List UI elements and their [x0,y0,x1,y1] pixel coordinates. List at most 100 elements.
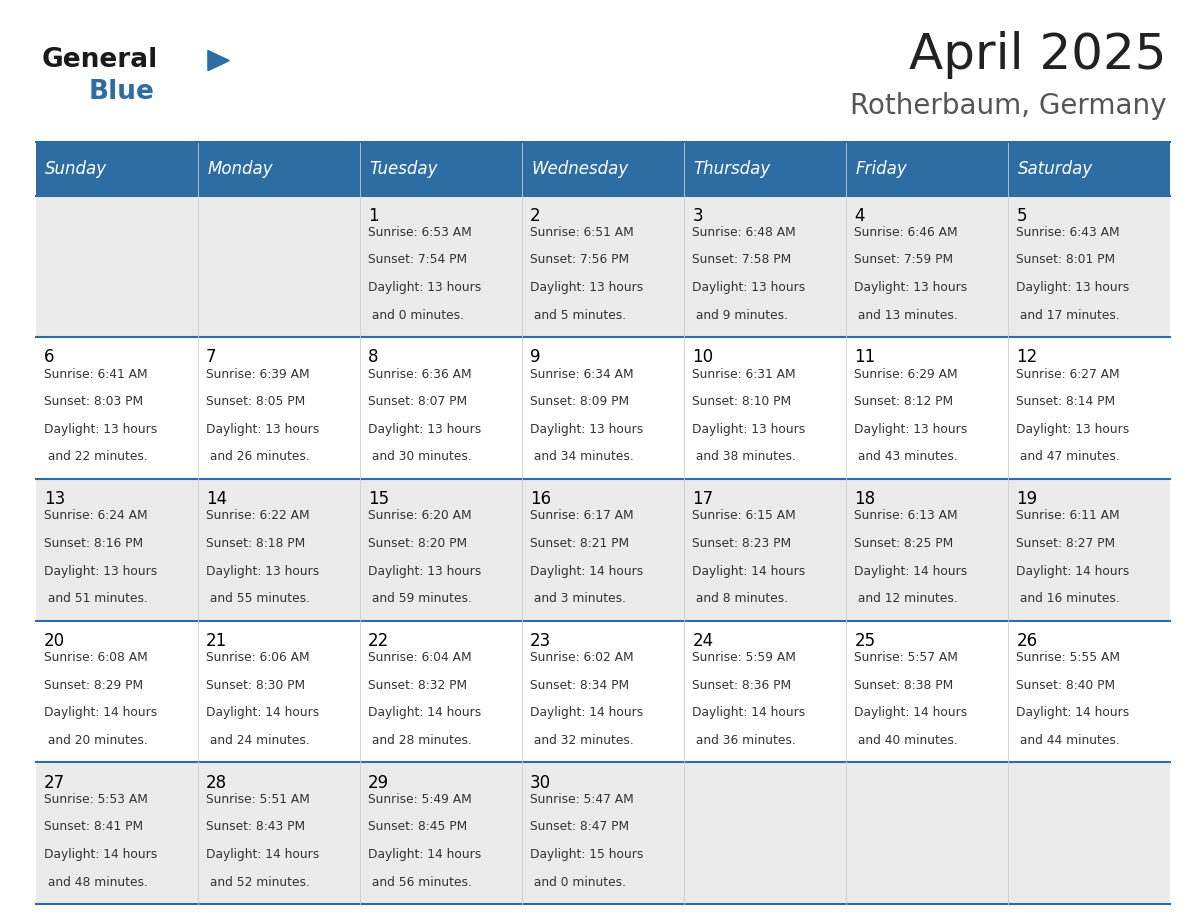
Text: Sunrise: 5:49 AM: Sunrise: 5:49 AM [368,793,472,806]
Text: Daylight: 13 hours: Daylight: 13 hours [1017,423,1130,436]
Text: General: General [42,47,158,73]
Text: Daylight: 14 hours: Daylight: 14 hours [44,706,157,720]
Text: Daylight: 14 hours: Daylight: 14 hours [368,706,481,720]
Text: and 47 minutes.: and 47 minutes. [1017,451,1120,464]
Text: 9: 9 [530,348,541,366]
Text: Monday: Monday [207,160,273,178]
Text: Daylight: 14 hours: Daylight: 14 hours [206,848,320,861]
Text: Thursday: Thursday [694,160,771,178]
Text: Sunrise: 6:41 AM: Sunrise: 6:41 AM [44,367,147,381]
Text: Sunrise: 6:51 AM: Sunrise: 6:51 AM [530,226,634,239]
Text: Sunday: Sunday [45,160,107,178]
Text: Sunset: 8:45 PM: Sunset: 8:45 PM [368,821,467,834]
Text: and 44 minutes.: and 44 minutes. [1017,734,1120,747]
Text: Sunset: 8:05 PM: Sunset: 8:05 PM [206,396,305,409]
Text: and 3 minutes.: and 3 minutes. [530,592,626,605]
Text: Tuesday: Tuesday [369,160,438,178]
Text: Sunrise: 6:48 AM: Sunrise: 6:48 AM [693,226,796,239]
Text: 22: 22 [368,632,390,650]
Text: and 43 minutes.: and 43 minutes. [854,451,958,464]
Text: Sunset: 8:03 PM: Sunset: 8:03 PM [44,396,143,409]
Text: Daylight: 13 hours: Daylight: 13 hours [44,423,157,436]
Text: Daylight: 13 hours: Daylight: 13 hours [693,281,805,294]
Text: Sunrise: 6:13 AM: Sunrise: 6:13 AM [854,509,958,522]
Text: and 24 minutes.: and 24 minutes. [206,734,310,747]
Text: Sunrise: 6:24 AM: Sunrise: 6:24 AM [44,509,147,522]
Text: Daylight: 13 hours: Daylight: 13 hours [530,281,644,294]
Text: and 13 minutes.: and 13 minutes. [854,308,958,321]
Text: 3: 3 [693,207,703,225]
Text: 19: 19 [1017,490,1037,508]
Text: Sunrise: 6:02 AM: Sunrise: 6:02 AM [530,651,634,664]
Text: 6: 6 [44,348,55,366]
Text: 13: 13 [44,490,65,508]
Text: Sunset: 7:59 PM: Sunset: 7:59 PM [854,253,954,266]
Text: Daylight: 14 hours: Daylight: 14 hours [530,706,644,720]
Text: Sunrise: 6:34 AM: Sunrise: 6:34 AM [530,367,634,381]
Text: and 55 minutes.: and 55 minutes. [206,592,310,605]
Text: Daylight: 14 hours: Daylight: 14 hours [368,848,481,861]
Text: 15: 15 [368,490,390,508]
Text: Sunset: 8:18 PM: Sunset: 8:18 PM [206,537,305,550]
Text: and 56 minutes.: and 56 minutes. [368,876,472,889]
Text: and 0 minutes.: and 0 minutes. [368,308,465,321]
Text: Sunrise: 5:51 AM: Sunrise: 5:51 AM [206,793,310,806]
Text: 20: 20 [44,632,65,650]
Text: 11: 11 [854,348,876,366]
Text: Sunset: 8:14 PM: Sunset: 8:14 PM [1017,396,1116,409]
Text: Sunrise: 6:17 AM: Sunrise: 6:17 AM [530,509,634,522]
Text: Daylight: 13 hours: Daylight: 13 hours [368,565,481,577]
Text: Sunset: 8:29 PM: Sunset: 8:29 PM [44,678,143,691]
Text: Sunset: 8:32 PM: Sunset: 8:32 PM [368,678,467,691]
Text: Daylight: 13 hours: Daylight: 13 hours [368,423,481,436]
Text: Sunrise: 6:29 AM: Sunrise: 6:29 AM [854,367,958,381]
Text: Daylight: 14 hours: Daylight: 14 hours [1017,706,1130,720]
Text: and 40 minutes.: and 40 minutes. [854,734,958,747]
Text: Sunset: 8:47 PM: Sunset: 8:47 PM [530,821,630,834]
Text: Daylight: 14 hours: Daylight: 14 hours [530,565,644,577]
Text: 23: 23 [530,632,551,650]
Text: 8: 8 [368,348,379,366]
Text: Daylight: 14 hours: Daylight: 14 hours [44,848,157,861]
Text: Sunrise: 6:22 AM: Sunrise: 6:22 AM [206,509,310,522]
Text: and 32 minutes.: and 32 minutes. [530,734,634,747]
Text: 21: 21 [206,632,227,650]
Text: and 30 minutes.: and 30 minutes. [368,451,472,464]
Text: and 0 minutes.: and 0 minutes. [530,876,626,889]
Text: April 2025: April 2025 [909,31,1167,79]
Text: Friday: Friday [855,160,908,178]
Text: Sunrise: 6:20 AM: Sunrise: 6:20 AM [368,509,472,522]
Text: Sunset: 7:54 PM: Sunset: 7:54 PM [368,253,467,266]
Text: 17: 17 [693,490,713,508]
Text: 4: 4 [854,207,865,225]
Text: 29: 29 [368,774,390,791]
Text: Daylight: 13 hours: Daylight: 13 hours [530,423,644,436]
Text: 7: 7 [206,348,216,366]
Text: Sunrise: 5:55 AM: Sunrise: 5:55 AM [1017,651,1120,664]
Text: 12: 12 [1017,348,1037,366]
Text: Saturday: Saturday [1018,160,1093,178]
Text: Blue: Blue [89,79,154,105]
Text: Sunset: 7:58 PM: Sunset: 7:58 PM [693,253,791,266]
Text: and 26 minutes.: and 26 minutes. [206,451,310,464]
Text: Daylight: 14 hours: Daylight: 14 hours [693,706,805,720]
Text: Sunset: 8:16 PM: Sunset: 8:16 PM [44,537,143,550]
Text: and 9 minutes.: and 9 minutes. [693,308,789,321]
Text: Daylight: 13 hours: Daylight: 13 hours [1017,281,1130,294]
Text: 24: 24 [693,632,713,650]
Text: and 16 minutes.: and 16 minutes. [1017,592,1120,605]
Text: Sunrise: 5:53 AM: Sunrise: 5:53 AM [44,793,147,806]
Text: Sunset: 8:12 PM: Sunset: 8:12 PM [854,396,954,409]
Text: and 38 minutes.: and 38 minutes. [693,451,796,464]
Text: and 8 minutes.: and 8 minutes. [693,592,789,605]
Text: Daylight: 14 hours: Daylight: 14 hours [693,565,805,577]
Text: Sunrise: 6:31 AM: Sunrise: 6:31 AM [693,367,796,381]
Text: Sunset: 8:01 PM: Sunset: 8:01 PM [1017,253,1116,266]
Text: Daylight: 14 hours: Daylight: 14 hours [854,706,967,720]
Text: Sunrise: 6:46 AM: Sunrise: 6:46 AM [854,226,958,239]
Text: Sunset: 8:20 PM: Sunset: 8:20 PM [368,537,467,550]
Text: 14: 14 [206,490,227,508]
Text: Sunset: 8:41 PM: Sunset: 8:41 PM [44,821,143,834]
Text: and 28 minutes.: and 28 minutes. [368,734,472,747]
Text: Sunset: 8:43 PM: Sunset: 8:43 PM [206,821,305,834]
